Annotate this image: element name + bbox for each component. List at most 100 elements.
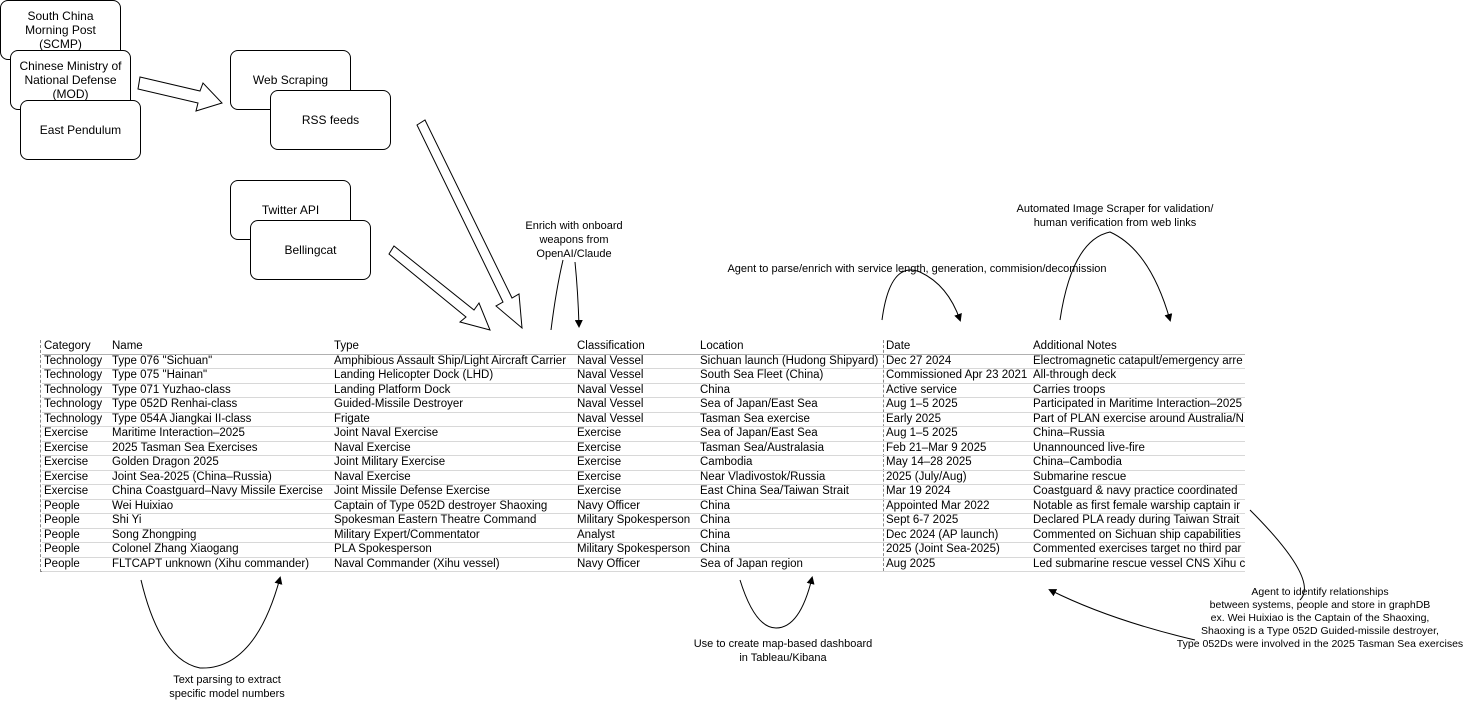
header-location: Location <box>698 340 884 355</box>
cell-date: Dec 2024 (AP launch) <box>884 528 1031 543</box>
cell-type: Guided-Missile Destroyer <box>332 397 575 413</box>
cell-category: Technology <box>42 383 110 398</box>
table-row: People Song Zhongping Military Expert/Comm… <box>42 528 1246 543</box>
cell-classification: Naval Vessel <box>575 383 698 398</box>
cell-classification: Military Spokesperson <box>575 542 698 558</box>
cell-location: Sichuan launch (Hudong Shipyard) <box>698 354 884 369</box>
table-row: Technology Type 075 "Hainan" Landing Helic… <box>42 368 1246 384</box>
table-row: Technology Type 076 "Sichuan" Amphibious A… <box>42 354 1246 369</box>
cell-type: Naval Exercise <box>332 470 575 485</box>
table-row: Technology Type 052D Renhai-class Guided-M… <box>42 397 1246 413</box>
cell-classification: Naval Vessel <box>575 368 698 384</box>
cell-name: FLTCAPT unknown (Xihu commander) <box>110 557 332 572</box>
connector-image-scraper <box>1059 231 1173 322</box>
note-image-scraper: Automated Image Scraper for validation/ … <box>1016 203 1214 229</box>
note-relationships: Agent to identify relationships between … <box>1176 586 1464 650</box>
cell-type: Landing Helicopter Dock (LHD) <box>332 368 575 384</box>
note-agent-parse: Agent to parse/enrich with service lengt… <box>727 263 1107 275</box>
cell-date: 2025 (Joint Sea-2025) <box>884 542 1031 558</box>
cell-date: Aug 1–5 2025 <box>884 426 1031 442</box>
cell-location: Sea of Japan/East Sea <box>698 397 884 413</box>
cell-name: Type 071 Yuzhao-class <box>110 383 332 398</box>
cell-notes: Commented exercises target no third par <box>1031 542 1246 558</box>
rss-feeds-box: RSS feeds <box>270 90 391 150</box>
intel-table: Category Name Type Classification Locati… <box>42 340 1246 572</box>
rss-feeds-label: RSS feeds <box>301 113 360 127</box>
cell-classification: Exercise <box>575 441 698 456</box>
cell-notes: Declared PLA ready during Taiwan Strait <box>1031 513 1246 529</box>
cell-type: Frigate <box>332 412 575 427</box>
block-arrow-sources <box>137 76 223 112</box>
table-row: Exercise Joint Sea-2025 (China–Russia) Nav… <box>42 470 1246 485</box>
cell-notes: Part of PLAN exercise around Australia/N <box>1031 412 1246 427</box>
cell-category: Technology <box>42 397 110 413</box>
header-name: Name <box>110 340 332 355</box>
cell-type: Amphibious Assault Ship/Light Aircraft C… <box>332 354 575 369</box>
table-frame <box>40 340 1241 572</box>
table-row: Exercise Golden Dragon 2025 Joint Military… <box>42 455 1246 471</box>
cell-name: Golden Dragon 2025 <box>110 455 332 471</box>
twitter-api-label: Twitter API <box>261 203 320 217</box>
cell-category: People <box>42 528 110 543</box>
note-enrich-weapons: Enrich with onboard weapons from OpenAI/… <box>525 220 623 260</box>
cell-classification: Naval Vessel <box>575 354 698 369</box>
cell-category: Technology <box>42 354 110 369</box>
cell-notes: Coastguard & navy practice coordinated <box>1031 484 1246 500</box>
cell-type: Landing Platform Dock <box>332 383 575 398</box>
cell-classification: Naval Vessel <box>575 412 698 427</box>
source-east-pendulum: East Pendulum <box>20 100 141 160</box>
cell-date: Commissioned Apr 23 2021 <box>884 368 1031 384</box>
cell-classification: Exercise <box>575 484 698 500</box>
cell-type: Spokesman Eastern Theatre Command <box>332 513 575 529</box>
cell-date: Aug 1–5 2025 <box>884 397 1031 413</box>
cell-category: Technology <box>42 368 110 384</box>
cell-category: Exercise <box>42 455 110 471</box>
cell-classification: Exercise <box>575 426 698 442</box>
cell-location: China <box>698 499 884 514</box>
cell-notes: Unannounced live-fire <box>1031 441 1246 456</box>
header-category: Category <box>42 340 110 355</box>
cell-location: Tasman Sea exercise <box>698 412 884 427</box>
cell-date: Feb 21–Mar 9 2025 <box>884 441 1031 456</box>
header-classification: Classification <box>575 340 698 355</box>
connector-relationships-return <box>1048 589 1196 641</box>
note-text-parsing: Text parsing to extract specific model n… <box>169 674 285 700</box>
cell-notes: Led submarine rescue vessel CNS Xihu c <box>1031 557 1246 572</box>
cell-location: Sea of Japan/East Sea <box>698 426 884 442</box>
header-date: Date <box>884 340 1031 355</box>
cell-name: Type 075 "Hainan" <box>110 368 332 384</box>
cell-date: Aug 2025 <box>884 557 1031 572</box>
cell-category: People <box>42 513 110 529</box>
cell-name: Maritime Interaction–2025 <box>110 426 332 442</box>
cell-name: Song Zhongping <box>110 528 332 543</box>
cell-date: Sept 6-7 2025 <box>884 513 1031 529</box>
cell-classification: Exercise <box>575 455 698 471</box>
table-row: People Shi Yi Spokesman Eastern Theatre Co… <box>42 513 1246 529</box>
header-notes: Additional Notes <box>1031 340 1246 355</box>
cell-date: Appointed Mar 2022 <box>884 499 1031 514</box>
cell-type: Joint Missile Defense Exercise <box>332 484 575 500</box>
bellingcat-box: Bellingcat <box>250 220 371 280</box>
source-east-pendulum-label: East Pendulum <box>39 123 122 137</box>
table-row: People FLTCAPT unknown (Xihu commander) Na… <box>42 557 1246 572</box>
cell-date: Dec 27 2024 <box>884 354 1031 369</box>
cell-location: China <box>698 542 884 558</box>
cell-classification: Naval Vessel <box>575 397 698 413</box>
cell-category: People <box>42 499 110 514</box>
note-map-dashboard: Use to create map-based dashboard in Tab… <box>693 638 873 664</box>
cell-notes: Participated in Maritime Interaction–202… <box>1031 397 1246 413</box>
cell-category: Exercise <box>42 441 110 456</box>
source-scmp-label: South China Morning Post (SCMP) <box>25 9 96 51</box>
cell-category: Technology <box>42 412 110 427</box>
table-row: People Wei Huixiao Captain of Type 052D de… <box>42 499 1246 514</box>
block-arrow-bellingcat <box>388 245 491 331</box>
block-arrow-rss <box>416 119 523 330</box>
web-scraping-label: Web Scraping <box>252 73 329 87</box>
cell-classification: Analyst <box>575 528 698 543</box>
connector-agent-parse <box>881 269 962 322</box>
connector-enrich-down <box>574 261 583 328</box>
cell-category: Exercise <box>42 484 110 500</box>
table-row: Exercise Maritime Interaction–2025 Joint N… <box>42 426 1246 442</box>
cell-date: Early 2025 <box>884 412 1031 427</box>
